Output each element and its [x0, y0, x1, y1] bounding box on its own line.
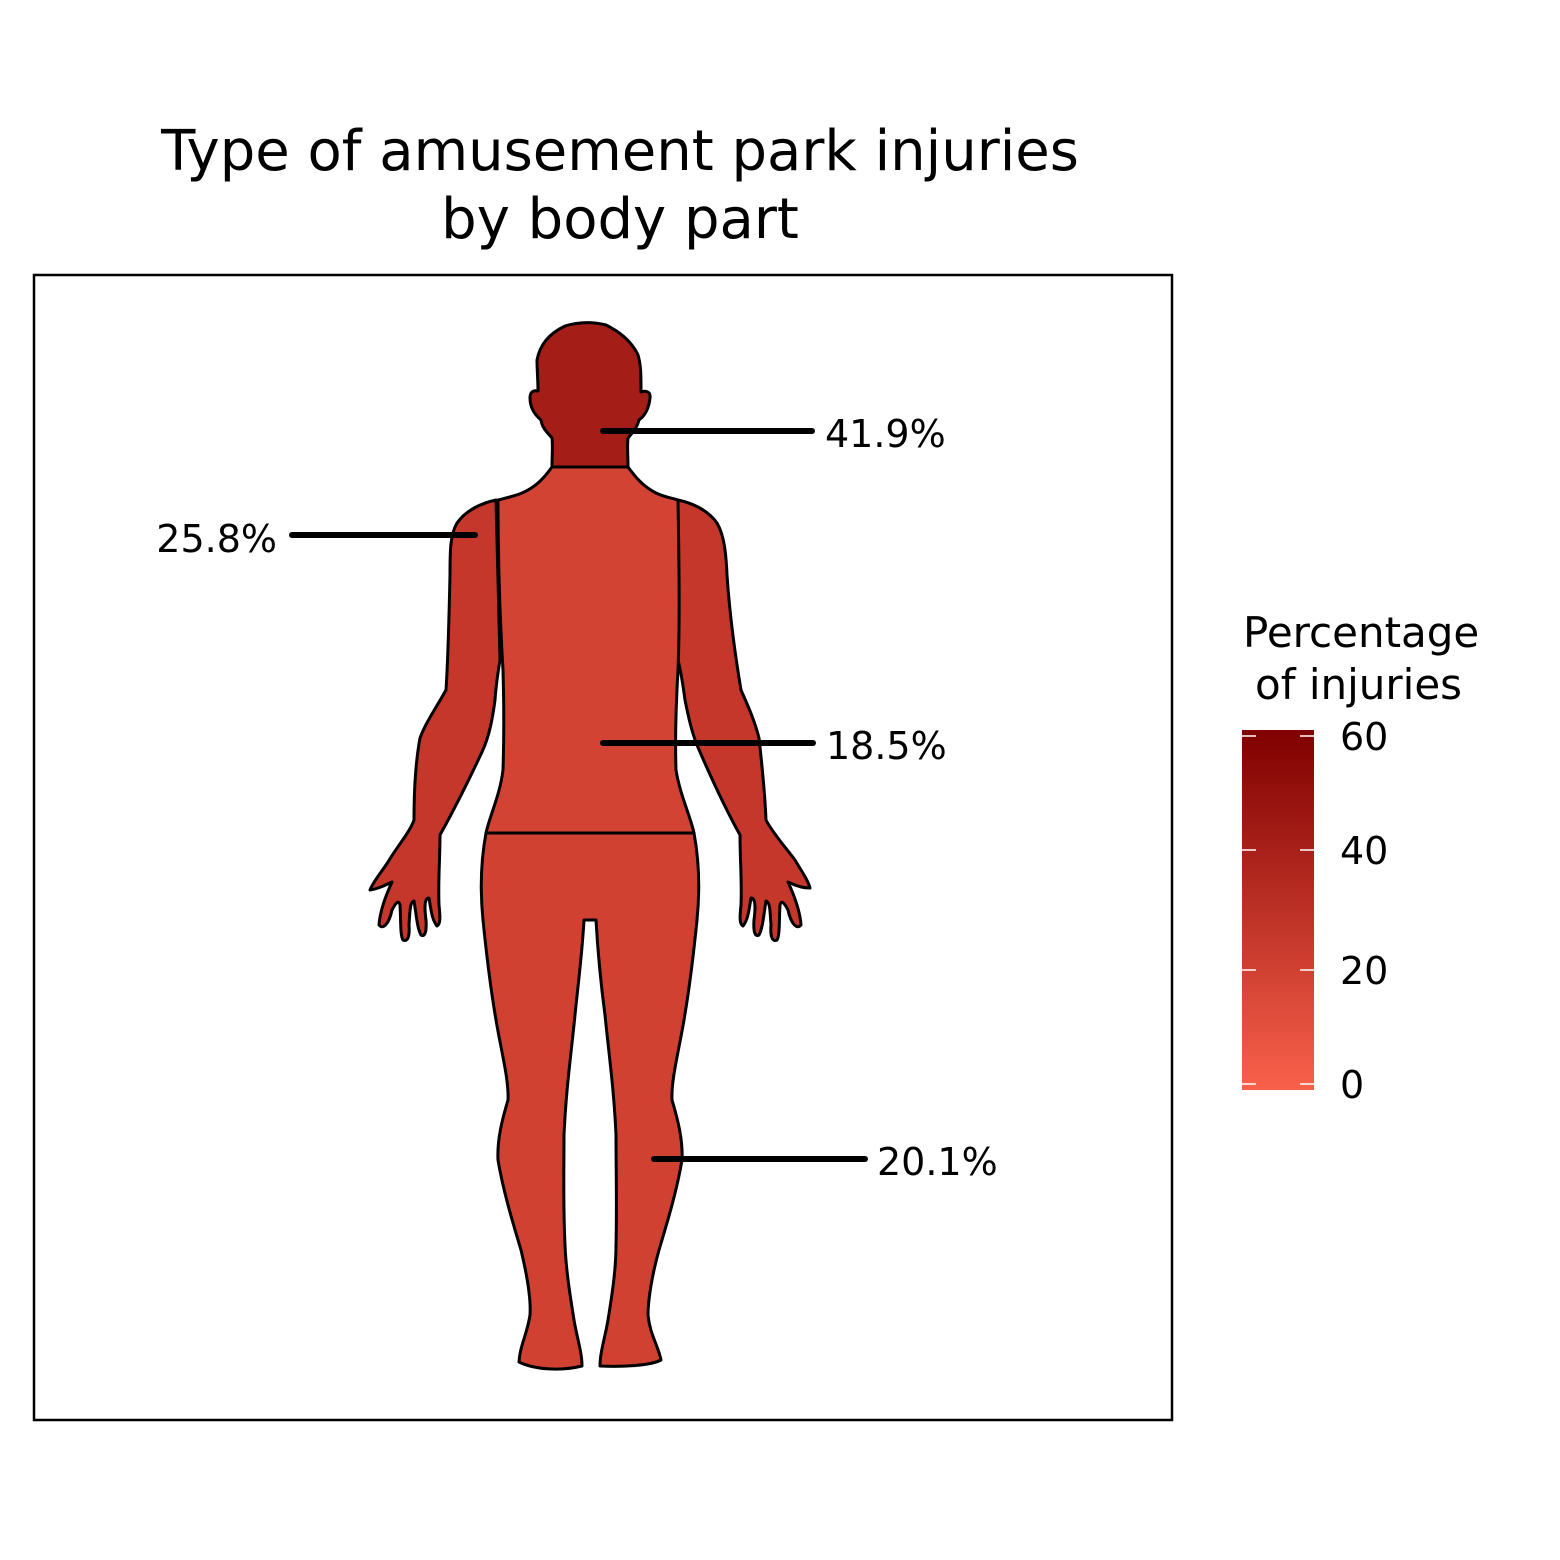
chart-title-line-1: Type of amusement park injuries	[161, 119, 1079, 184]
panel-border	[32, 273, 1174, 1422]
data-label-legs: 20.1%	[877, 1140, 998, 1184]
data-label-arms: 25.8%	[156, 517, 277, 561]
legend-title-line-2: of injuries	[1255, 660, 1462, 709]
data-label-head: 41.9%	[825, 412, 946, 456]
data-label-torso: 18.5%	[826, 724, 947, 768]
legend-tick-label: 60	[1340, 715, 1388, 759]
legend-tick-label: 20	[1340, 949, 1388, 993]
body-region-legs	[479, 831, 701, 1371]
body-region-left-arm	[368, 498, 502, 942]
legend-colorbar	[1242, 730, 1314, 1090]
chart-title-line-2: by body part	[441, 187, 799, 252]
chart-title: Type of amusement park injuries by body …	[60, 118, 1180, 254]
legend-tick-label: 40	[1340, 829, 1388, 873]
legend-title-line-1: Percentage	[1243, 608, 1479, 657]
body-region-right-arm	[676, 498, 812, 942]
body-region-head	[528, 321, 652, 469]
body-region-torso	[484, 465, 696, 835]
legend-tick-label: 0	[1340, 1063, 1364, 1107]
